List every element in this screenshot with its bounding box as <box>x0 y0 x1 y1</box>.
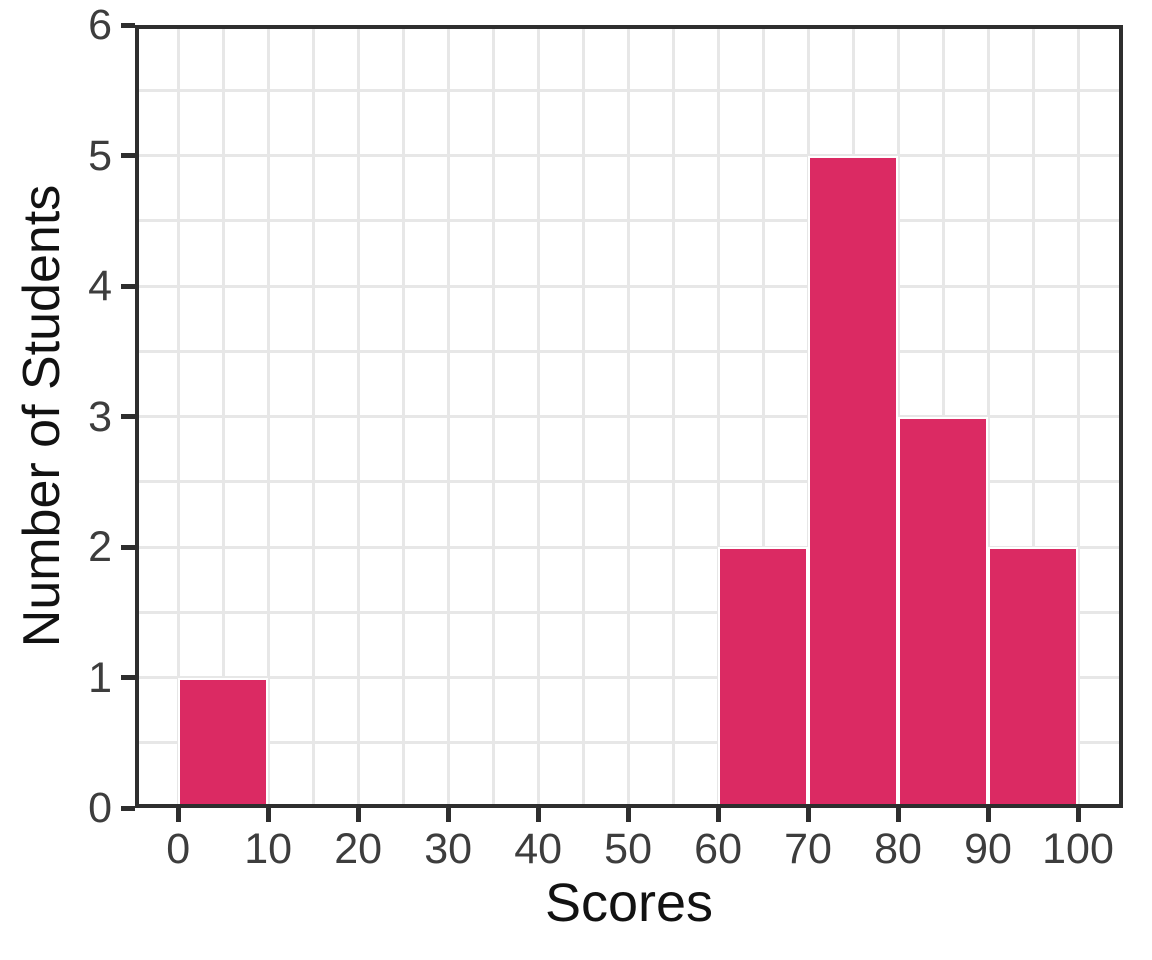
histogram-bar-70-80 <box>808 155 899 808</box>
y-tick-mark <box>121 153 135 158</box>
gridline-horizontal <box>135 284 1123 288</box>
y-tick-mark <box>121 283 135 289</box>
x-tick-mark <box>265 808 271 822</box>
y-tick-label: 1 <box>88 653 112 702</box>
x-tick-label: 80 <box>874 825 922 873</box>
gridline-horizontal <box>135 415 1123 418</box>
gridline-horizontal <box>135 545 1123 549</box>
y-tick-mark <box>121 805 135 811</box>
x-tick-label: 0 <box>166 825 191 873</box>
plot-area <box>135 25 1123 808</box>
histogram-bar-90-100 <box>988 547 1078 808</box>
x-tick-label: 60 <box>694 825 742 873</box>
x-tick-mark <box>985 808 991 822</box>
gridline-horizontal <box>135 349 1123 353</box>
gridline-horizontal <box>135 219 1123 223</box>
x-tick-mark <box>175 808 181 822</box>
y-tick-mark <box>121 675 135 680</box>
gridline-horizontal <box>135 88 1123 92</box>
x-tick-label: 40 <box>514 825 563 873</box>
gridline-horizontal <box>135 480 1123 484</box>
x-tick-mark <box>535 808 541 822</box>
x-tick-label: 20 <box>334 825 383 873</box>
gridline-horizontal <box>135 154 1123 157</box>
y-tick-label: 6 <box>88 1 112 49</box>
y-tick-mark <box>121 544 135 550</box>
histogram-bar-60-70 <box>718 547 809 808</box>
y-tick-label: 5 <box>88 131 112 180</box>
y-tick-label: 4 <box>88 262 112 310</box>
histogram-bar-0-10 <box>178 677 269 808</box>
x-tick-label: 10 <box>244 825 293 873</box>
gridline-horizontal <box>135 741 1123 745</box>
y-tick-mark <box>121 414 135 419</box>
x-tick-label: 30 <box>424 825 473 873</box>
x-tick-mark <box>715 808 721 822</box>
y-tick-label: 2 <box>88 523 112 571</box>
x-tick-mark <box>1075 808 1081 822</box>
y-tick-label: 3 <box>88 392 112 441</box>
gridline-horizontal <box>135 610 1123 614</box>
x-tick-label: 100 <box>1042 825 1114 873</box>
x-tick-label: 50 <box>604 825 653 873</box>
gridline-horizontal <box>135 676 1123 679</box>
x-tick-mark <box>805 808 811 822</box>
x-tick-label: 70 <box>784 825 832 873</box>
y-tick-label: 0 <box>88 784 112 832</box>
x-tick-mark <box>445 808 451 822</box>
histogram-bar-80-90 <box>898 416 988 808</box>
x-tick-mark <box>895 808 901 822</box>
x-tick-mark <box>355 808 361 822</box>
x-tick-mark <box>625 808 631 822</box>
x-axis-label: Scores <box>544 873 714 933</box>
x-tick-label: 90 <box>964 825 1012 873</box>
y-tick-mark <box>121 22 135 28</box>
